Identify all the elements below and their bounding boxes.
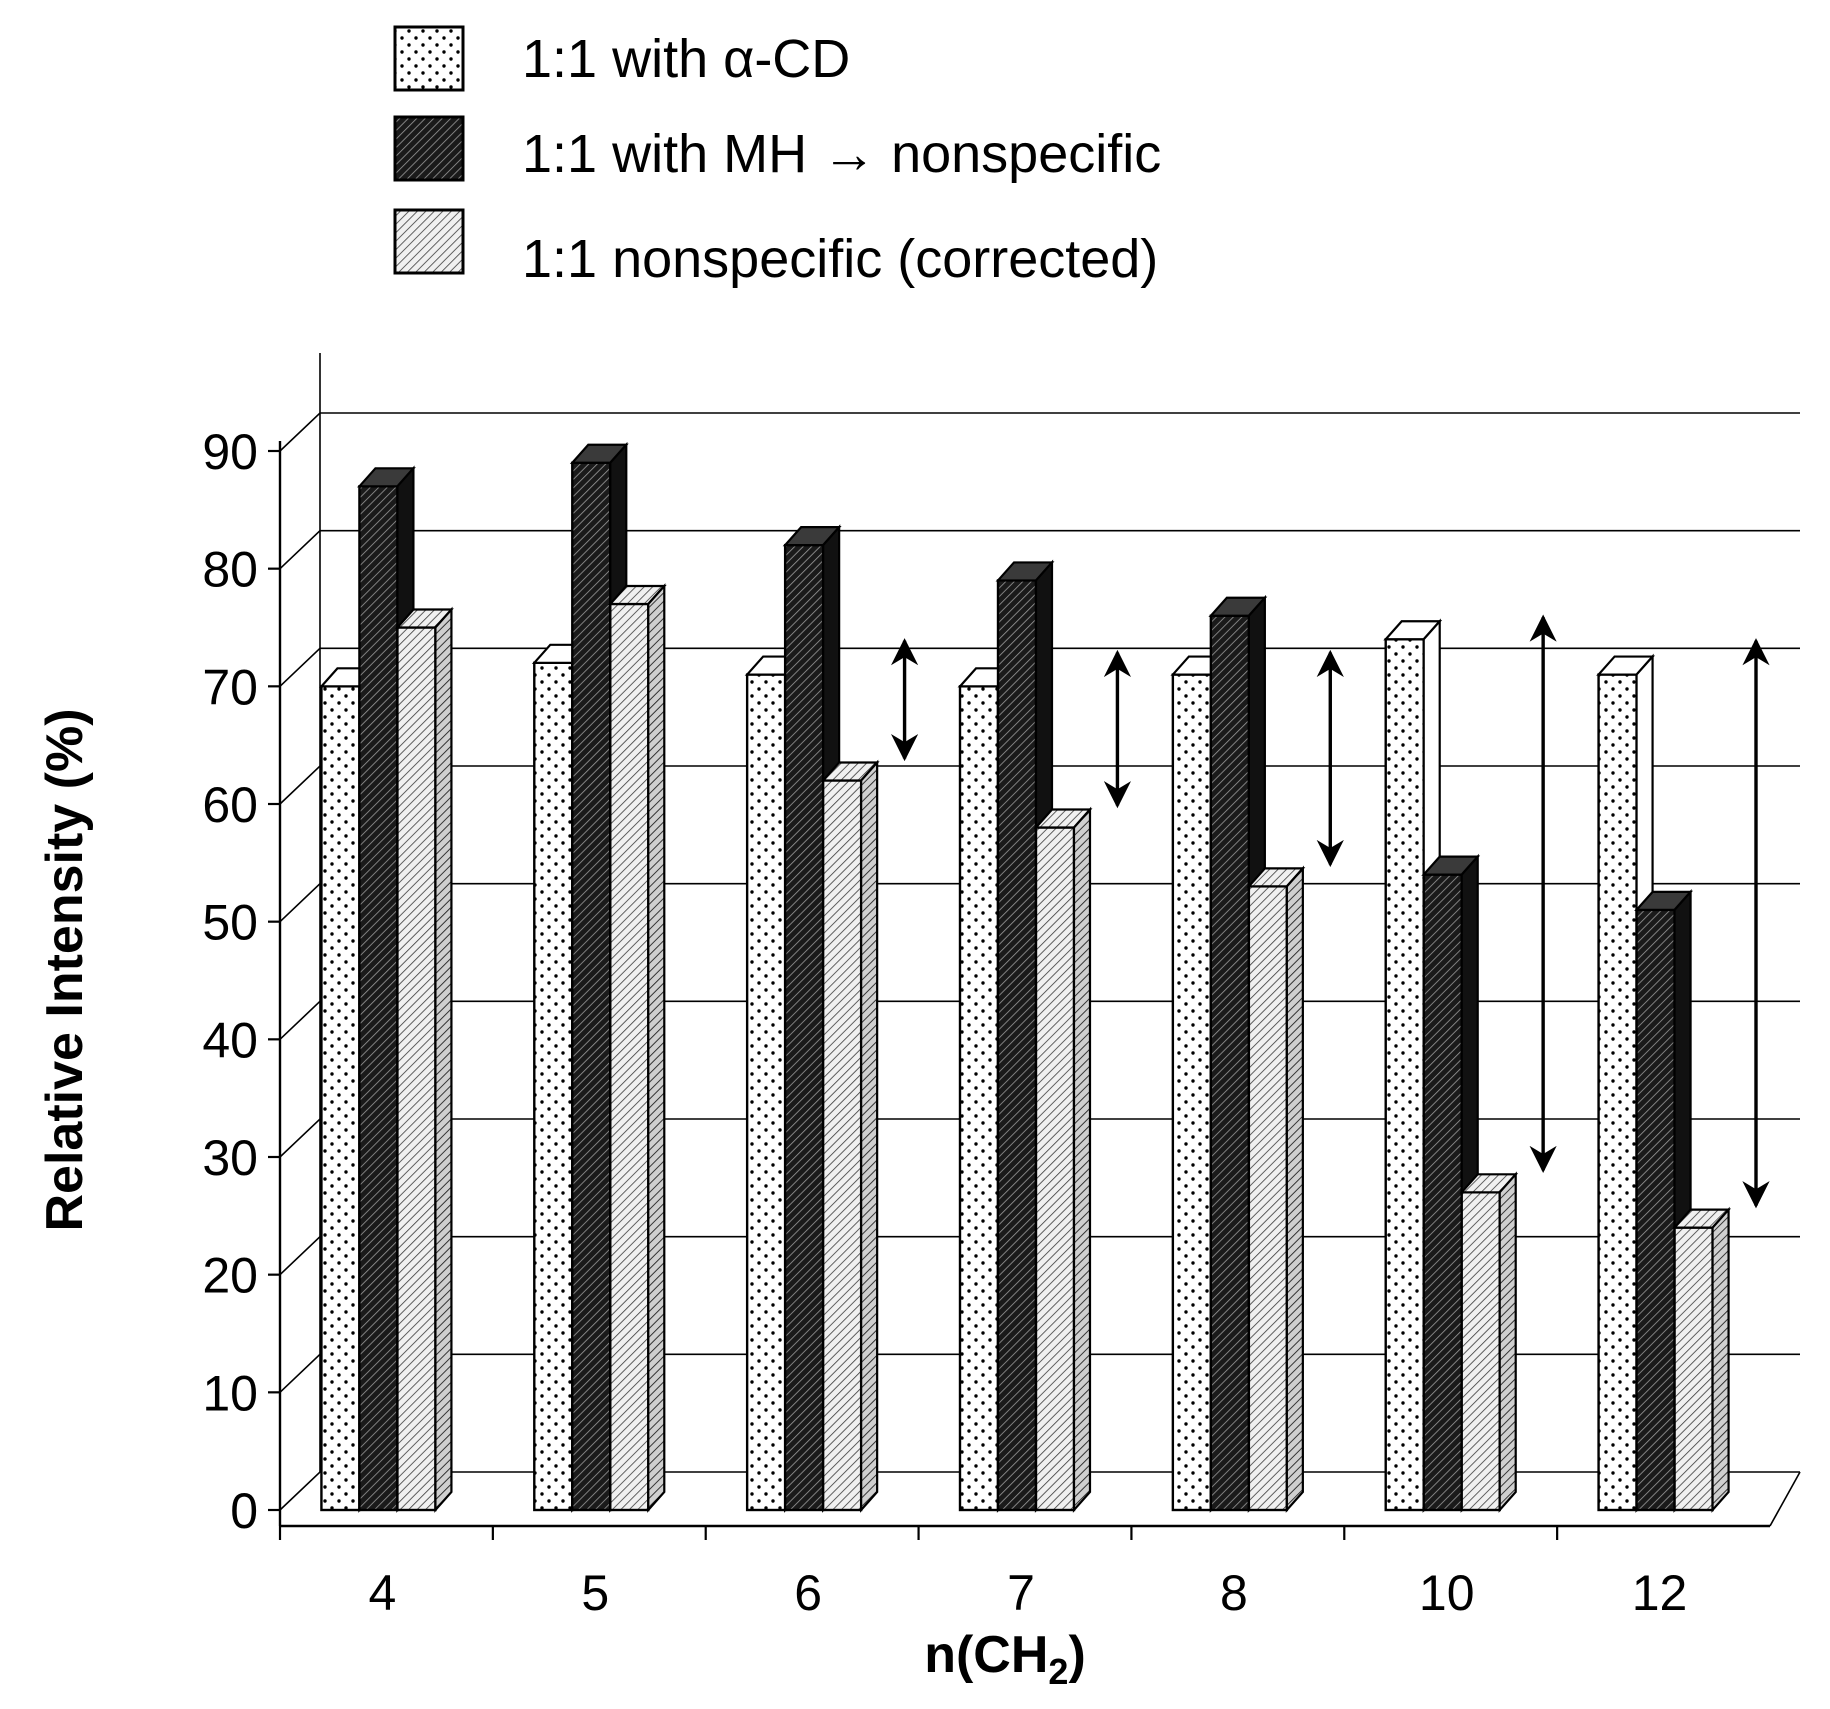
bar-3-4-side: [434, 606, 453, 1513]
bar-3-10: [1459, 1171, 1519, 1513]
bar-3-4: [394, 606, 454, 1513]
bar-3-5-side: [647, 583, 666, 1513]
x-axis-title-sub: 2: [1048, 1651, 1068, 1692]
bar-3-7-front: [1034, 826, 1076, 1512]
y-tick-label-0: 0: [230, 1483, 258, 1539]
bar-1-5-front: [533, 661, 574, 1512]
gridline-70: [279, 647, 1800, 687]
legend-label-2: 1:1 with MH → nonspecific: [522, 124, 1161, 184]
x-tick-label-8: 8: [1220, 1565, 1248, 1621]
x-tick-label-12: 12: [1632, 1565, 1688, 1621]
x-axis-title-main: n(CH: [924, 1626, 1048, 1684]
x-axis-title-suffix: ): [1068, 1626, 1085, 1684]
bar-1-8-front: [1171, 673, 1213, 1512]
y-tick-label-30: 30: [202, 1130, 258, 1186]
bar-3-5: [607, 583, 667, 1513]
legend-swatch-2: [393, 115, 465, 182]
bar-2-8-front: [1209, 614, 1251, 1512]
y-tick-label-60: 60: [202, 777, 258, 833]
x-axis-title: n(CH2): [924, 1626, 1086, 1692]
gridline-0: [279, 1471, 1800, 1511]
bar-3-5-front: [609, 602, 650, 1512]
gridline-30: [279, 1118, 1800, 1158]
bar-3-6-side: [860, 759, 879, 1513]
bar-3-6: [820, 759, 880, 1513]
bar-3-6-front: [821, 779, 863, 1512]
bar-1-4-front: [320, 685, 361, 1512]
bar-1-7-front: [958, 685, 1000, 1512]
axes: 0 10 20 30 40 50 60 70 80 90 4 5 6 7 8 10 12: [202, 424, 1801, 1621]
legend-item-3: 1:1 nonspecific (corrected): [393, 208, 1158, 289]
floor-edge: [1769, 1471, 1801, 1527]
y-axis-title: Relative Intensity (%): [36, 708, 94, 1231]
legend-item-2: 1:1 with MH → nonspecific: [393, 115, 1161, 184]
legend-swatch-1: [393, 25, 465, 92]
bar-2-6-front: [783, 543, 825, 1512]
y-tick-label-80: 80: [202, 542, 258, 598]
arrows: [890, 614, 1770, 1209]
y-tick-label-70: 70: [202, 659, 258, 715]
gridline-20: [279, 1235, 1800, 1276]
bar-2-7-front: [996, 579, 1038, 1512]
gridline-90: [279, 412, 1800, 452]
bar-3-8: [1246, 865, 1306, 1513]
bars: [318, 441, 1732, 1513]
x-tick-label-7: 7: [1007, 1565, 1035, 1621]
bar-2-10-front: [1422, 873, 1463, 1512]
legend-label-1: 1:1 with α-CD: [522, 29, 850, 89]
bar-3-10-front: [1460, 1191, 1501, 1512]
gridlines: [279, 412, 1800, 1511]
x-tick-label-4: 4: [369, 1565, 397, 1621]
legend-swatch-3: [393, 208, 465, 275]
bar-3-12-front: [1673, 1226, 1714, 1512]
bar-1-10-front: [1384, 638, 1425, 1512]
y-tick-label-20: 20: [202, 1248, 258, 1304]
bar-3-12-side: [1711, 1206, 1730, 1513]
gridline-40: [279, 1000, 1800, 1040]
gridline-10: [279, 1353, 1800, 1393]
y-tick-label-10: 10: [202, 1365, 258, 1421]
legend: 1:1 with α-CD 1:1 with MH → nonspecific …: [393, 25, 1161, 289]
bar-3-12: [1672, 1206, 1732, 1513]
x-tick-label-6: 6: [794, 1565, 822, 1621]
bar-1-6-front: [745, 673, 787, 1512]
bar-3-8-front: [1247, 885, 1289, 1512]
x-tick-label-5: 5: [581, 1565, 609, 1621]
bar-2-4-front: [358, 485, 399, 1512]
bar-3-4-front: [396, 626, 437, 1512]
bar-3-8-side: [1285, 865, 1304, 1513]
y-tick-label-50: 50: [202, 895, 258, 951]
legend-label-3: 1:1 nonspecific (corrected): [522, 229, 1158, 289]
bar-1-12-front: [1597, 673, 1638, 1512]
gridline-60: [279, 765, 1800, 805]
y-tick-label-90: 90: [202, 424, 258, 480]
bar-3-10-side: [1498, 1171, 1517, 1513]
legend-item-1: 1:1 with α-CD: [393, 25, 850, 92]
bar-3-7-side: [1072, 806, 1092, 1513]
y-tick-label-40: 40: [202, 1012, 258, 1068]
bar-2-12-front: [1635, 908, 1676, 1512]
gridline-80: [279, 529, 1800, 570]
bar-2-5-front: [571, 461, 612, 1512]
bar-3-7: [1033, 806, 1093, 1513]
gridline-50: [279, 882, 1800, 923]
x-tick-label-10: 10: [1419, 1565, 1475, 1621]
